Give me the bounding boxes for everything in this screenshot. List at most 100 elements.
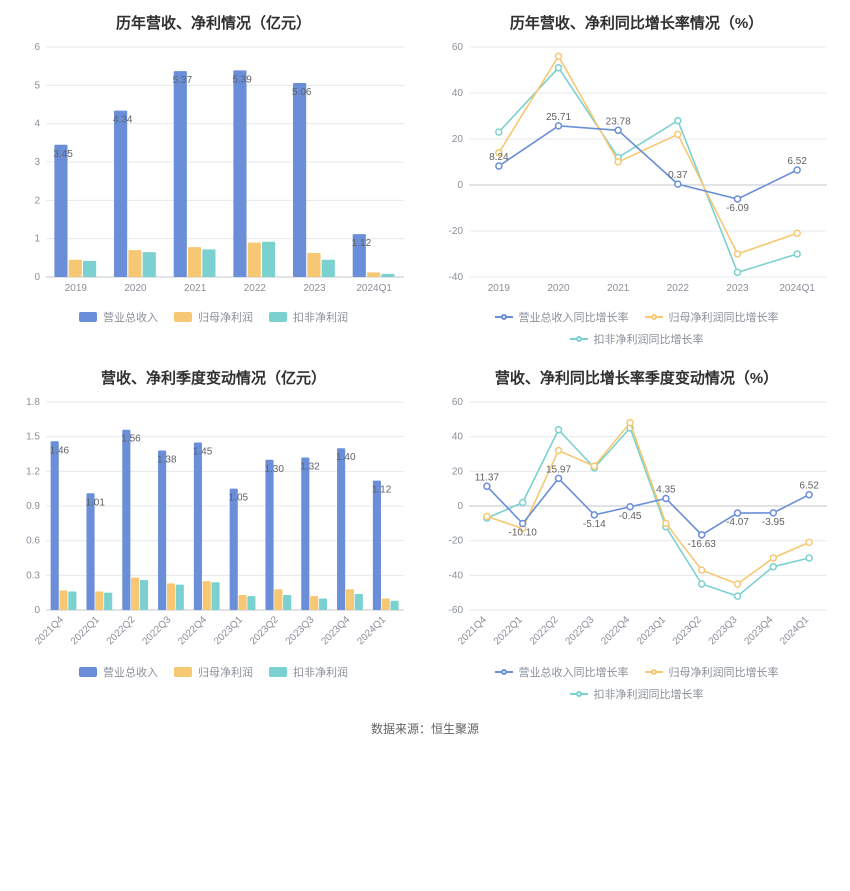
- chart-grid: 历年营收、净利情况（亿元） 01234563.4520194.3420205.3…: [12, 12, 838, 702]
- svg-text:5: 5: [34, 80, 40, 91]
- svg-text:5.39: 5.39: [232, 74, 252, 85]
- svg-text:2022Q4: 2022Q4: [176, 614, 209, 647]
- svg-text:40: 40: [452, 88, 464, 99]
- svg-text:8.24: 8.24: [489, 152, 509, 163]
- svg-text:2020: 2020: [124, 283, 147, 294]
- svg-text:-4.07: -4.07: [726, 517, 749, 528]
- svg-text:1.5: 1.5: [26, 432, 40, 443]
- panel-annual-growth: 历年营收、净利同比增长率情况（%） -40-200204060201920202…: [435, 12, 838, 347]
- svg-text:2023Q2: 2023Q2: [671, 614, 704, 647]
- svg-text:2022Q3: 2022Q3: [563, 614, 596, 647]
- chart-title: 营收、净利季度变动情况（亿元）: [101, 367, 326, 388]
- svg-text:20: 20: [452, 466, 464, 477]
- svg-text:2019: 2019: [488, 283, 511, 294]
- svg-text:0: 0: [34, 605, 40, 616]
- svg-text:1.32: 1.32: [300, 461, 320, 472]
- svg-text:1.45: 1.45: [193, 446, 213, 457]
- legend-label: 扣非净利润: [293, 309, 348, 325]
- svg-text:4.35: 4.35: [656, 484, 676, 495]
- legend-swatch: [570, 334, 588, 344]
- svg-text:25.71: 25.71: [546, 112, 571, 123]
- svg-text:0: 0: [34, 272, 40, 283]
- svg-text:20: 20: [452, 134, 464, 145]
- chart-canvas: 00.30.60.91.21.51.81.462021Q41.012022Q11…: [12, 396, 415, 656]
- svg-text:-16.63: -16.63: [688, 539, 717, 550]
- legend: 营业总收入同比增长率归母净利润同比增长率扣非净利润同比增长率: [435, 309, 838, 347]
- legend-label: 营业总收入同比增长率: [519, 664, 629, 680]
- chart-title: 历年营收、净利情况（亿元）: [116, 12, 311, 33]
- svg-text:2022Q1: 2022Q1: [492, 614, 525, 647]
- svg-text:-60: -60: [449, 605, 464, 616]
- legend-item: 营业总收入同比增长率: [495, 309, 629, 325]
- svg-text:2024Q1: 2024Q1: [779, 283, 815, 294]
- svg-text:2023Q4: 2023Q4: [319, 614, 352, 647]
- svg-text:4: 4: [34, 119, 40, 130]
- svg-text:-20: -20: [449, 536, 464, 547]
- svg-text:-40: -40: [449, 272, 464, 283]
- legend-swatch: [79, 667, 97, 677]
- legend-swatch: [79, 312, 97, 322]
- svg-text:2019: 2019: [65, 283, 88, 294]
- svg-text:5.37: 5.37: [173, 75, 193, 86]
- svg-text:2023Q2: 2023Q2: [248, 614, 281, 647]
- svg-text:2020: 2020: [547, 283, 570, 294]
- legend-item: 扣非净利润同比增长率: [570, 686, 704, 702]
- svg-text:0.37: 0.37: [668, 170, 688, 181]
- svg-text:2021: 2021: [184, 283, 207, 294]
- legend-label: 营业总收入同比增长率: [519, 309, 629, 325]
- svg-text:5.06: 5.06: [292, 87, 312, 98]
- svg-text:2023Q4: 2023Q4: [742, 614, 775, 647]
- svg-text:3: 3: [34, 157, 40, 168]
- panel-quarterly-growth: 营收、净利同比增长率季度变动情况（%） -60-40-2002040602021…: [435, 367, 838, 702]
- panel-annual-revenue: 历年营收、净利情况（亿元） 0 1 2 3 4 5 6 3.45 2019 4.34 2020 5.3…: [12, 12, 415, 347]
- legend-item: 营业总收入同比增长率: [495, 664, 629, 680]
- svg-text:6: 6: [34, 42, 40, 53]
- legend-item: 扣非净利润同比增长率: [570, 331, 704, 347]
- svg-text:2022Q2: 2022Q2: [105, 614, 138, 647]
- svg-text:1.40: 1.40: [336, 452, 356, 463]
- chart-title: 营收、净利同比增长率季度变动情况（%）: [495, 367, 778, 388]
- svg-text:6.52: 6.52: [799, 481, 819, 492]
- legend-swatch: [269, 312, 287, 322]
- svg-text:40: 40: [452, 432, 464, 443]
- svg-text:2023Q3: 2023Q3: [284, 614, 317, 647]
- svg-text:2023: 2023: [726, 283, 749, 294]
- svg-text:60: 60: [452, 397, 464, 408]
- legend: 营业总收入归母净利润扣非净利润: [79, 664, 348, 680]
- data-source-footer: 数据来源：恒生聚源: [12, 720, 838, 737]
- svg-text:2022Q2: 2022Q2: [528, 614, 561, 647]
- legend-item: 扣非净利润: [269, 664, 348, 680]
- svg-text:-5.14: -5.14: [583, 519, 606, 530]
- svg-text:1.8: 1.8: [26, 397, 40, 408]
- svg-text:1.30: 1.30: [264, 464, 284, 475]
- svg-text:2022Q3: 2022Q3: [140, 614, 173, 647]
- svg-text:2023Q1: 2023Q1: [212, 614, 245, 647]
- legend-label: 营业总收入: [103, 664, 158, 680]
- svg-text:2023Q3: 2023Q3: [707, 614, 740, 647]
- chart-title: 历年营收、净利同比增长率情况（%）: [510, 12, 763, 33]
- svg-text:1.05: 1.05: [229, 493, 249, 504]
- svg-text:2: 2: [34, 195, 40, 206]
- svg-text:2021Q4: 2021Q4: [33, 614, 66, 647]
- svg-text:0.3: 0.3: [26, 570, 40, 581]
- svg-text:-0.45: -0.45: [619, 511, 642, 522]
- chart-canvas: -40-200204060201920202021202220232024Q18…: [435, 41, 838, 301]
- legend-item: 归母净利润同比增长率: [645, 664, 779, 680]
- svg-text:3.45: 3.45: [53, 149, 73, 160]
- svg-text:1: 1: [34, 234, 40, 245]
- svg-text:4.34: 4.34: [113, 115, 133, 126]
- legend-swatch: [495, 667, 513, 677]
- svg-text:1.38: 1.38: [157, 455, 177, 466]
- legend-item: 归母净利润同比增长率: [645, 309, 779, 325]
- svg-text:0.9: 0.9: [26, 501, 40, 512]
- svg-text:2023Q1: 2023Q1: [635, 614, 668, 647]
- svg-text:1.12: 1.12: [372, 485, 392, 496]
- svg-text:11.37: 11.37: [475, 472, 500, 483]
- svg-text:2022Q4: 2022Q4: [599, 614, 632, 647]
- svg-text:1.46: 1.46: [50, 445, 70, 456]
- legend-item: 归母净利润: [174, 664, 253, 680]
- svg-text:0: 0: [457, 180, 463, 191]
- legend-swatch: [174, 667, 192, 677]
- legend-swatch: [495, 312, 513, 322]
- svg-text:1.12: 1.12: [352, 238, 372, 249]
